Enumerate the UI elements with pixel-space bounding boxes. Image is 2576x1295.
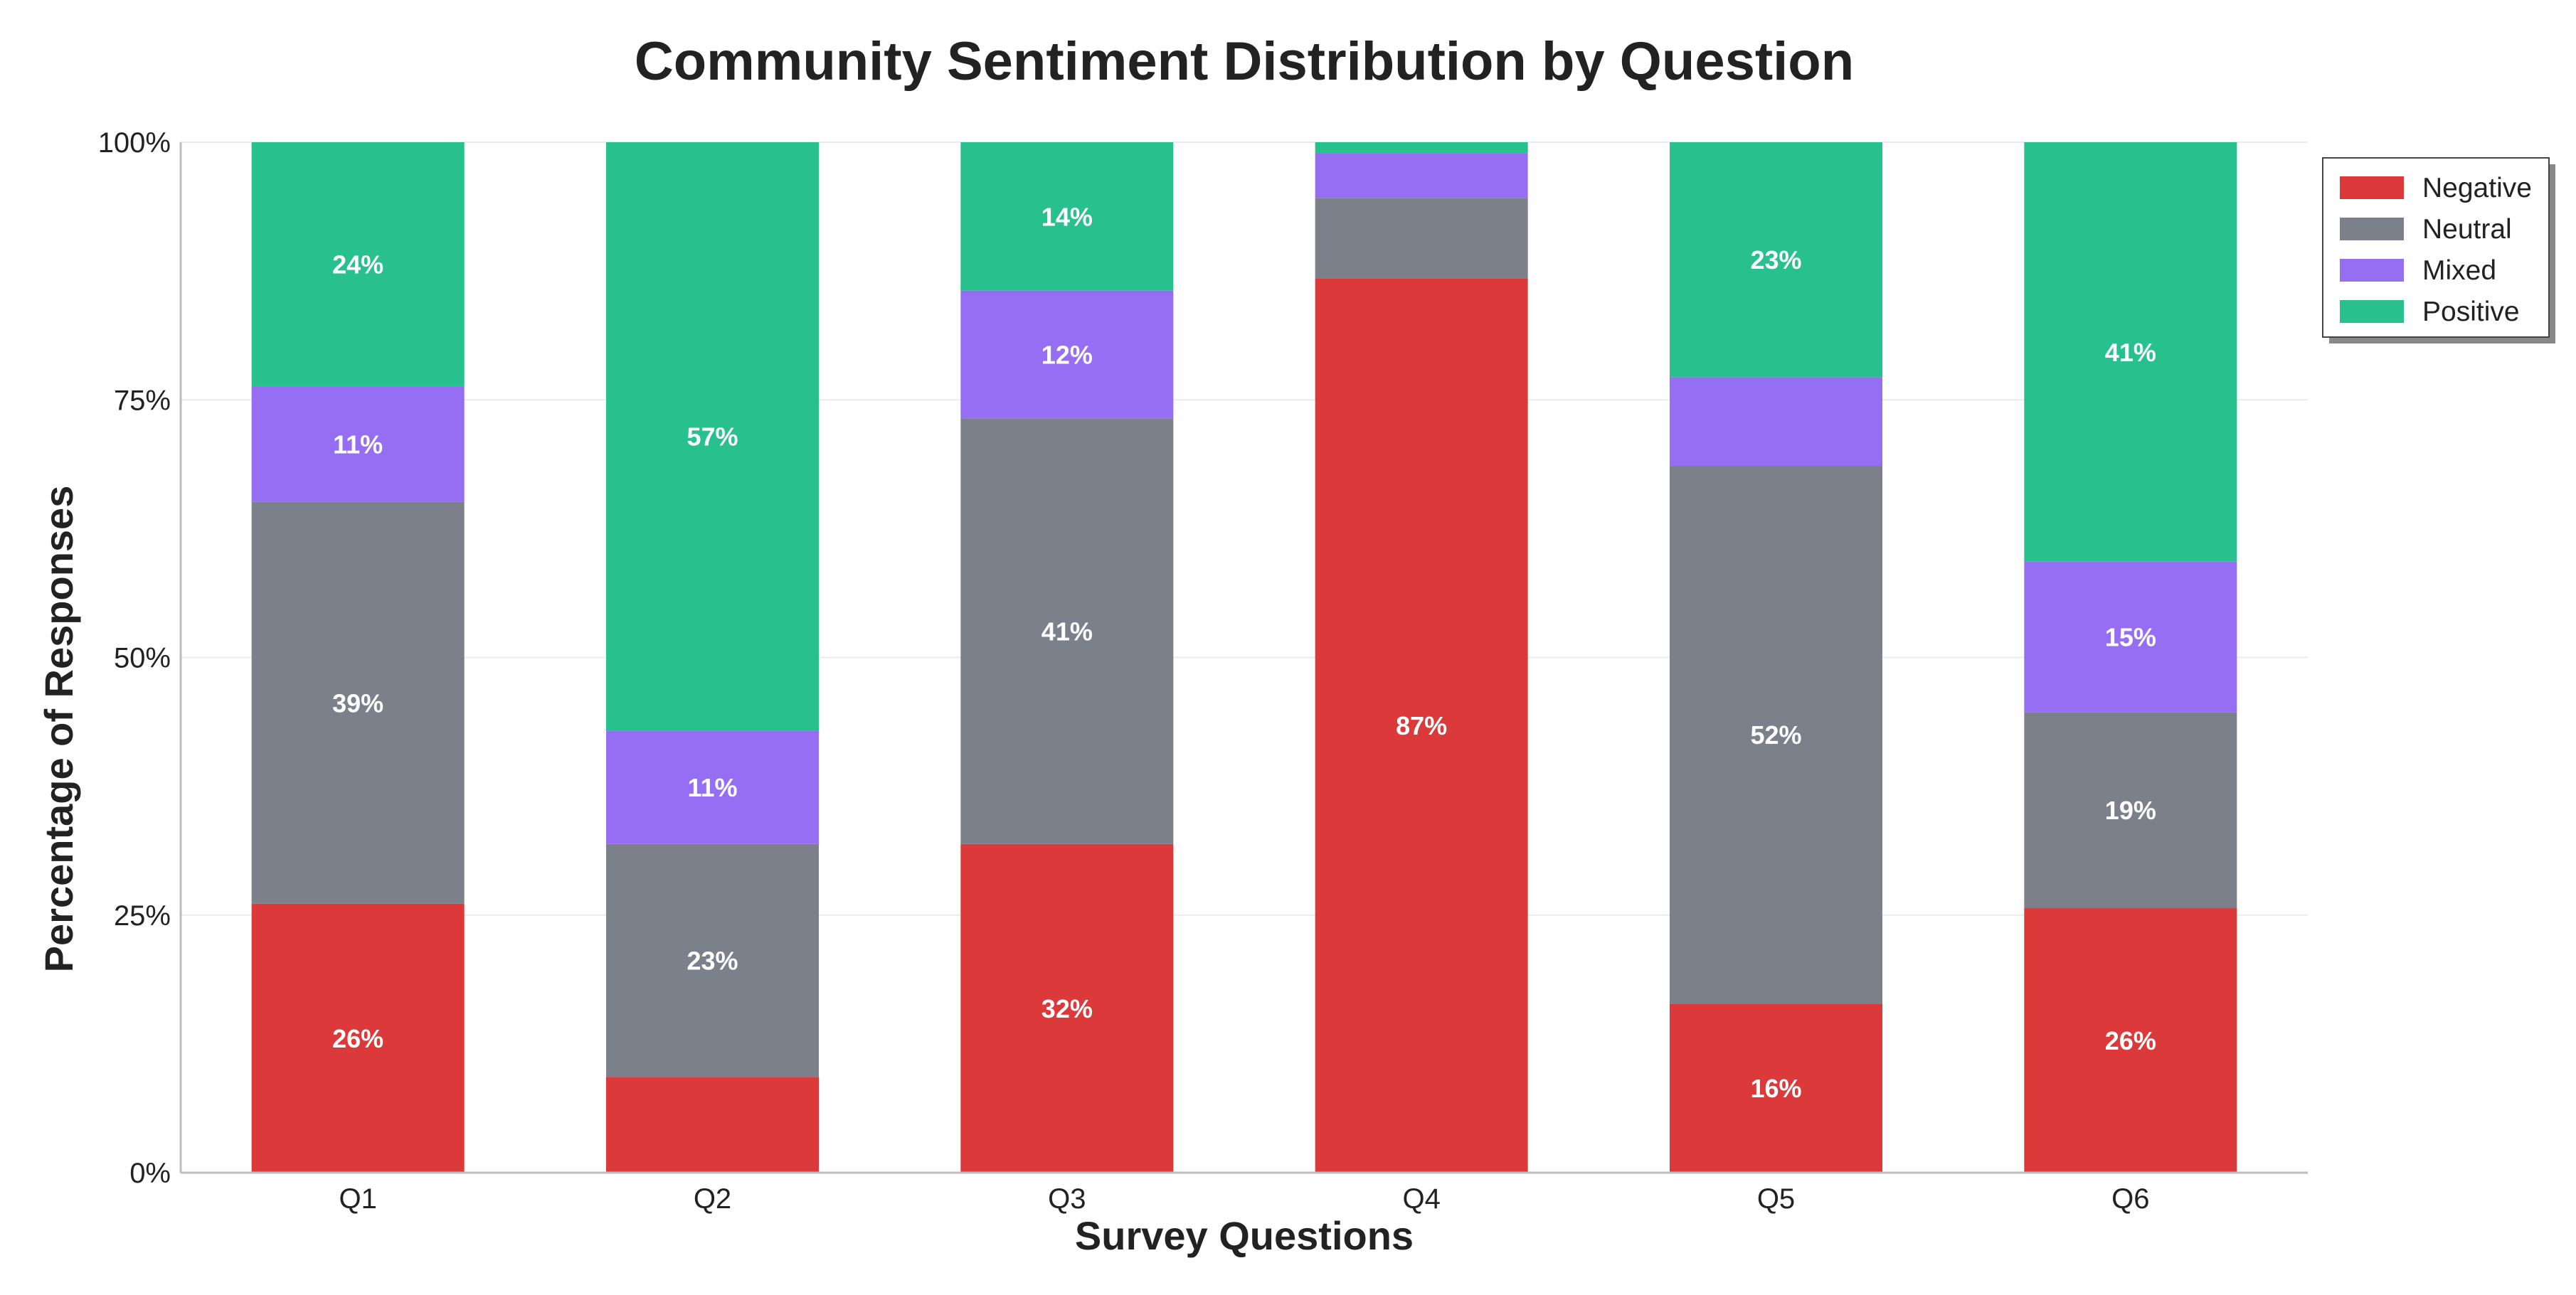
bar-segment-positive-q3 bbox=[960, 142, 1174, 291]
y-tick-label: 0% bbox=[129, 1158, 171, 1189]
bar-segment-mixed-q2 bbox=[606, 730, 819, 844]
bar-segment-neutral-q2 bbox=[606, 843, 819, 1077]
bar-segment-negative-q3 bbox=[960, 843, 1174, 1173]
bars bbox=[251, 142, 2237, 1173]
data-label: 41% bbox=[1041, 617, 1093, 646]
x-tick-label: Q4 bbox=[1402, 1183, 1440, 1215]
data-label: 11% bbox=[687, 773, 737, 802]
data-label: 41% bbox=[2105, 338, 2156, 367]
legend: Negative Neutral Mixed Positive bbox=[2322, 157, 2555, 343]
data-label: 23% bbox=[687, 947, 738, 976]
bar-segment-negative-q2 bbox=[606, 1077, 819, 1173]
x-tick-label: Q3 bbox=[1048, 1183, 1086, 1215]
bar-segment-mixed-q6 bbox=[2024, 561, 2237, 713]
data-label: 26% bbox=[332, 1024, 383, 1053]
data-labels: 26% 39% 11% 24% 23% 11% 57% 32% 41% 12% 14% 87% 16% 5… bbox=[332, 202, 2156, 1103]
legend-swatch-negative bbox=[2340, 176, 2404, 199]
bar-segment-mixed-q5 bbox=[1670, 377, 1882, 466]
bar-segment-negative-q1 bbox=[251, 903, 465, 1173]
bar-segment-mixed-q4 bbox=[1315, 153, 1528, 198]
data-label: 19% bbox=[2105, 796, 2156, 825]
data-label: 14% bbox=[1041, 202, 1093, 231]
bar-segment-neutral-q5 bbox=[1670, 465, 1882, 1004]
bar-segment-negative-q5 bbox=[1670, 1003, 1882, 1173]
bar-segment-neutral-q1 bbox=[251, 501, 465, 904]
bar-segment-positive-q5 bbox=[1670, 142, 1882, 378]
bar-segment-mixed-q1 bbox=[251, 386, 465, 502]
data-label: 16% bbox=[1750, 1074, 1801, 1103]
data-label: 24% bbox=[332, 250, 383, 279]
gridlines bbox=[181, 142, 2308, 1173]
bar-segment-negative-q6 bbox=[2024, 907, 2237, 1173]
data-label: 23% bbox=[1750, 245, 1801, 275]
data-label: 11% bbox=[333, 430, 383, 459]
data-label: 26% bbox=[2105, 1026, 2156, 1055]
x-axis-label: Survey Questions bbox=[1075, 1213, 1414, 1258]
x-tick-label: Q2 bbox=[694, 1183, 731, 1215]
data-label: 15% bbox=[2105, 623, 2156, 652]
y-tick-label: 25% bbox=[114, 900, 171, 932]
axes: 0% 25% 50% 75% 100% Q1 Q2 Q3 Q4 Q5 Q6 bbox=[98, 127, 2308, 1215]
bar-segment-positive-q1 bbox=[251, 142, 465, 387]
y-tick-label: 100% bbox=[98, 127, 171, 159]
legend-swatch-neutral bbox=[2340, 218, 2404, 240]
legend-swatch-mixed bbox=[2340, 259, 2404, 282]
legend-label-negative: Negative bbox=[2422, 173, 2532, 203]
data-label: 87% bbox=[1396, 711, 1447, 740]
data-label: 39% bbox=[332, 688, 383, 718]
data-label: 32% bbox=[1041, 994, 1093, 1023]
chart-title: Community Sentiment Distribution by Ques… bbox=[635, 31, 1854, 92]
legend-label-positive: Positive bbox=[2422, 297, 2520, 327]
bar-segment-negative-q4 bbox=[1315, 278, 1528, 1173]
bar-segment-neutral-q6 bbox=[2024, 712, 2237, 908]
y-axis-label: Percentage of Responses bbox=[36, 486, 81, 973]
y-tick-label: 50% bbox=[114, 643, 171, 674]
x-tick-label: Q5 bbox=[1757, 1183, 1795, 1215]
legend-label-mixed: Mixed bbox=[2422, 255, 2496, 286]
bar-segment-neutral-q3 bbox=[960, 418, 1174, 844]
legend-label-neutral: Neutral bbox=[2422, 214, 2512, 245]
bar-segment-positive-q4 bbox=[1315, 142, 1528, 154]
bar-segment-positive-q6 bbox=[2024, 142, 2237, 562]
data-label: 12% bbox=[1041, 340, 1093, 369]
x-tick-label: Q1 bbox=[339, 1183, 376, 1215]
legend-swatch-positive bbox=[2340, 300, 2404, 323]
bar-segment-mixed-q3 bbox=[960, 290, 1174, 419]
data-label: 57% bbox=[687, 422, 738, 452]
data-label: 52% bbox=[1750, 720, 1801, 750]
x-tick-label: Q6 bbox=[2111, 1183, 2149, 1215]
bar-segment-positive-q2 bbox=[606, 142, 819, 731]
bar-segment-neutral-q4 bbox=[1315, 198, 1528, 279]
y-tick-label: 75% bbox=[114, 385, 171, 416]
